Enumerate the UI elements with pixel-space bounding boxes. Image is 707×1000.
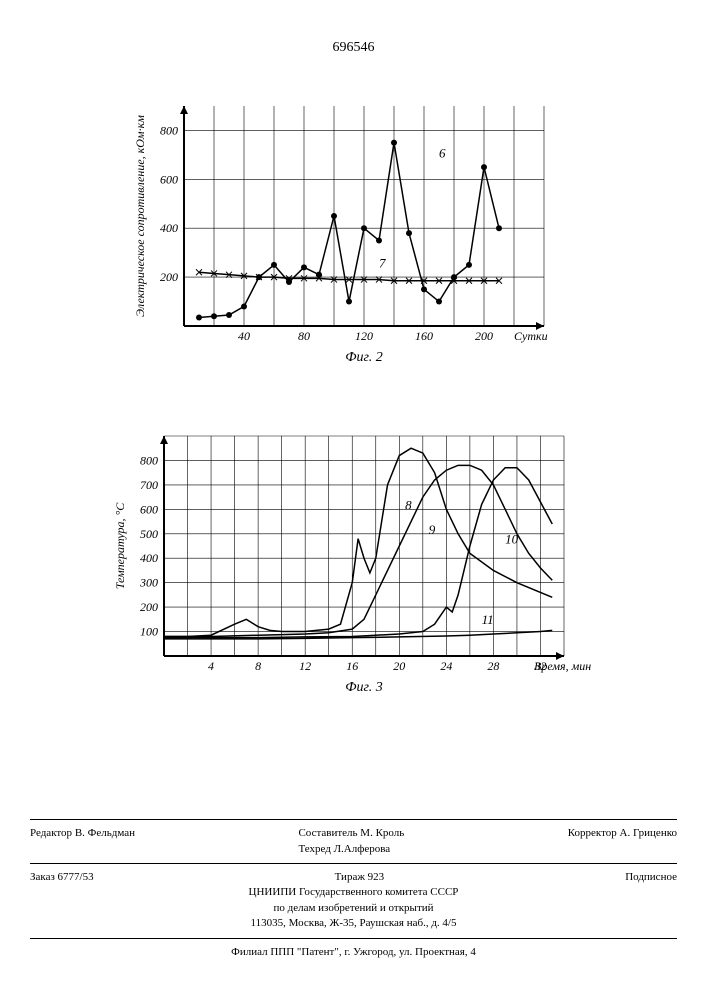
- svg-text:800: 800: [160, 123, 178, 137]
- svg-text:400: 400: [140, 551, 158, 565]
- svg-text:7: 7: [379, 255, 386, 270]
- svg-text:4: 4: [208, 659, 214, 673]
- svg-text:Фиг. 3: Фиг. 3: [345, 680, 383, 695]
- svg-text:Температура, °C: Температура, °C: [113, 502, 127, 590]
- corrector: Корректор А. Гриценко: [568, 826, 677, 857]
- svg-text:600: 600: [140, 502, 158, 516]
- svg-text:16: 16: [346, 659, 358, 673]
- svg-text:200: 200: [475, 329, 493, 343]
- svg-text:28: 28: [487, 659, 499, 673]
- fig3-container: 4812162024283210020030040050060070080089…: [30, 426, 677, 706]
- svg-text:8: 8: [255, 659, 261, 673]
- svg-text:700: 700: [140, 478, 158, 492]
- svg-text:10: 10: [505, 532, 519, 547]
- svg-text:11: 11: [481, 612, 493, 627]
- svg-text:500: 500: [140, 527, 158, 541]
- svg-text:Электрическое сопротивление, к: Электрическое сопротивление, кОм·км: [133, 115, 147, 317]
- svg-text:20: 20: [393, 659, 405, 673]
- svg-text:200: 200: [140, 600, 158, 614]
- fig2-chart: 40 80 120 160 200 200 400 600 800 6 7 Сутки Электрич…: [114, 96, 594, 376]
- svg-text:9: 9: [428, 522, 435, 537]
- svg-text:160: 160: [415, 329, 433, 343]
- svg-text:120: 120: [355, 329, 373, 343]
- subscription: Подписное: [625, 870, 677, 885]
- svg-text:600: 600: [160, 172, 178, 186]
- svg-text:Фиг. 2: Фиг. 2: [345, 350, 383, 365]
- org-line2: по делам изобретений и открытий: [30, 901, 677, 916]
- fig3-chart: 4812162024283210020030040050060070080089…: [94, 426, 614, 706]
- address: 113035, Москва, Ж-35, Раушская наб., д. …: [30, 916, 677, 931]
- svg-text:6: 6: [439, 145, 446, 160]
- svg-text:200: 200: [160, 270, 178, 284]
- svg-text:400: 400: [160, 221, 178, 235]
- svg-text:100: 100: [140, 625, 158, 639]
- svg-text:800: 800: [140, 453, 158, 467]
- svg-text:12: 12: [299, 659, 311, 673]
- svg-text:Время, мин: Время, мин: [534, 659, 591, 673]
- colophon: Редактор В. Фельдман Составитель М. Крол…: [30, 813, 677, 960]
- branch: Филиал ППП "Патент", г. Ужгород, ул. Про…: [30, 945, 677, 960]
- svg-text:40: 40: [238, 329, 250, 343]
- svg-text:8: 8: [405, 497, 412, 512]
- editor: Редактор В. Фельдман: [30, 826, 135, 857]
- svg-text:24: 24: [440, 659, 452, 673]
- svg-text:80: 80: [298, 329, 310, 343]
- compiler-techred: Составитель М. Кроль Техред Л.Алферова: [298, 826, 404, 857]
- svg-text:Сутки: Сутки: [514, 329, 548, 343]
- doc-number: 696546: [30, 40, 677, 56]
- order: Заказ 6777/53: [30, 870, 94, 885]
- svg-text:300: 300: [139, 576, 158, 590]
- circulation: Тираж 923: [335, 870, 385, 885]
- fig2-container: 40 80 120 160 200 200 400 600 800 6 7 Сутки Электрич…: [30, 96, 677, 376]
- org-line1: ЦНИИПИ Государственного комитета СССР: [30, 885, 677, 900]
